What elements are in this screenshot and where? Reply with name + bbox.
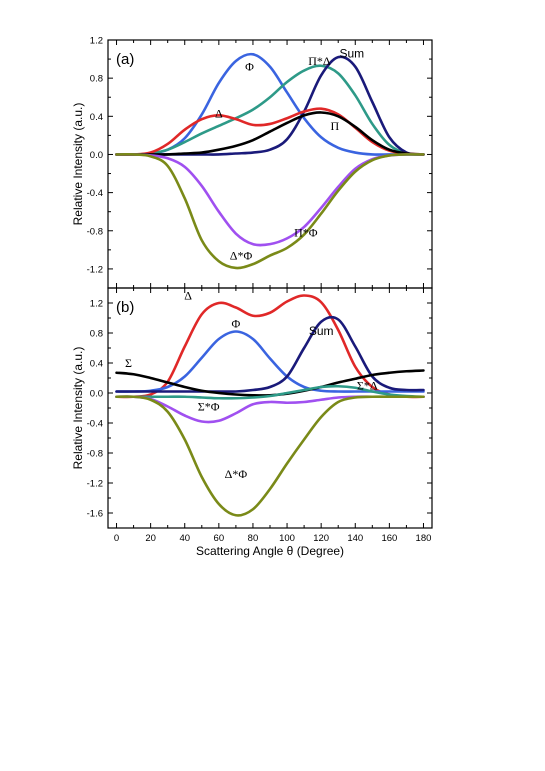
y-tick-label: -0.8	[87, 449, 103, 460]
y-tick-label: 0.0	[90, 150, 103, 161]
curve-label-7: Δ*Φ	[225, 467, 248, 481]
curve-label-1: Δ	[184, 289, 192, 303]
series-line-7	[115, 395, 425, 517]
curve-label-5: Σ*Δ	[357, 379, 378, 393]
y-tick-label: 0.8	[90, 74, 103, 85]
x-tick-label: 140	[347, 533, 363, 544]
y-tick-label: -0.8	[87, 226, 103, 237]
y-tick-label: 0.4	[90, 359, 103, 370]
curve-label-4: Σ	[125, 356, 132, 370]
curve-label-5: Π	[330, 119, 339, 133]
series-line-2	[115, 64, 425, 156]
x-tick-label: 80	[248, 533, 259, 544]
series-line-5	[115, 111, 425, 156]
curve-label-3: Sum	[309, 324, 334, 338]
series-group	[115, 52, 425, 270]
x-axis-title: Scattering Angle θ (Degree)	[196, 544, 344, 558]
y-axis-title: Relative Intensity (a.u.)	[71, 347, 85, 470]
y-tick-label: 0.0	[90, 389, 103, 400]
series-line-3	[115, 315, 425, 393]
x-tick-label: 60	[214, 533, 225, 544]
curve-label-2: Π*Δ	[308, 54, 331, 68]
curve-label-3: Sum	[340, 46, 365, 60]
y-tick-label: 1.2	[90, 299, 103, 310]
curve-label-7: Δ*Φ	[230, 249, 253, 263]
series-line-7	[115, 153, 425, 270]
panel-label: (a)	[116, 51, 134, 68]
x-tick-label: 180	[416, 533, 432, 544]
y-tick-label: -1.6	[87, 509, 103, 520]
y-tick-label: -0.4	[87, 188, 103, 199]
x-tick-label: 20	[145, 533, 156, 544]
y-tick-label: -1.2	[87, 479, 103, 490]
panel-label: (b)	[116, 299, 134, 316]
y-tick-label: 1.2	[90, 36, 103, 47]
x-tick-label: 120	[313, 533, 329, 544]
y-tick-label: 0.8	[90, 329, 103, 340]
y-tick-label: -1.2	[87, 264, 103, 275]
curve-label-2: Φ	[232, 316, 241, 330]
x-tick-label: 0	[114, 533, 119, 544]
curve-label-1: Φ	[245, 60, 254, 74]
y-axis-title: Relative Intensity (a.u.)	[71, 103, 85, 226]
y-tick-label: 0.4	[90, 112, 103, 123]
chart-layer: -1.2 -0.8 -0.4 0.0 0.4 0.8 1.2 Relative Intensi…	[71, 36, 433, 558]
y-tick-label: -0.4	[87, 419, 103, 430]
series-group	[115, 294, 425, 517]
x-tick-label: 160	[381, 533, 397, 544]
series-line-5	[115, 384, 425, 400]
x-tick-label: 100	[279, 533, 295, 544]
curve-label-4: Δ	[215, 106, 223, 120]
chart-panel-b: -1.6 -1.2 -0.8 -0.4 0.0 0.4 0.8 1.2 0 20 40 60 80 100…	[71, 287, 433, 558]
series-line-4	[115, 107, 425, 156]
curve-label-6: Π*Φ	[294, 226, 318, 240]
x-tick-label: 40	[179, 533, 190, 544]
curve-label-6: Σ*Φ	[198, 400, 220, 414]
